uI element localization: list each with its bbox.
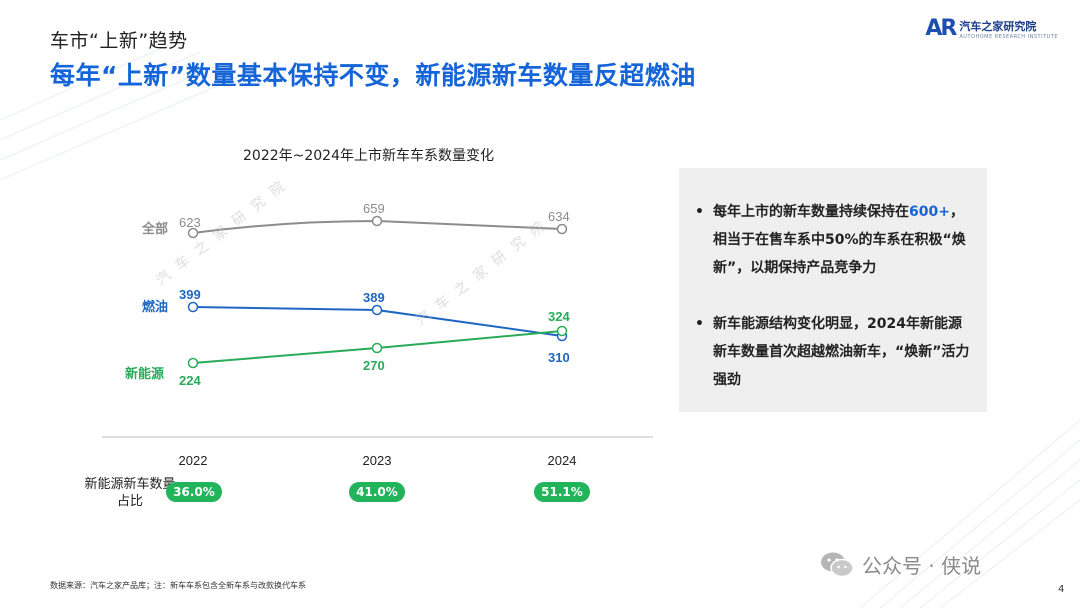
series-line-0 bbox=[192, 219, 563, 234]
bullet-dot: • bbox=[695, 316, 704, 332]
insight-bullet-2: • 新车能源结构变化明显，2024年新能源新车数量首次超越燃油新车，“焕新”活力… bbox=[693, 310, 973, 394]
bullet-dot: • bbox=[695, 204, 704, 220]
series-label-0: 全部 bbox=[141, 221, 168, 237]
ratio-pill-2024: 51.1% bbox=[534, 482, 590, 502]
data-point-2-2 bbox=[556, 325, 568, 337]
page-number: 4 bbox=[1058, 584, 1065, 595]
wechat-icon bbox=[821, 552, 854, 577]
data-label-1-2: 310 bbox=[548, 350, 570, 365]
data-label-2-0: 224 bbox=[179, 373, 201, 388]
logo-text: 汽车之家研究院 bbox=[959, 19, 1037, 33]
insight-bullet-1: • 每年上市的新车数量持续保持在600+，相当于在售车系中50%的车系在积极“焕… bbox=[693, 198, 973, 282]
data-label-0-2: 634 bbox=[548, 209, 570, 224]
data-label-2-2: 324 bbox=[548, 309, 570, 324]
chart-canvas: 2022 2023 2024 623 659 634 全部 399 389 310 燃油 224 270… bbox=[102, 201, 653, 468]
page-headline: 每年“上新”数量基本保持不变，新能源新车数量反超燃油 bbox=[50, 61, 696, 90]
highlight-number: 600+ bbox=[909, 204, 950, 220]
data-source-note: 数据来源：汽车之家产品库；注：新车车系包含全新车系与改款换代车系 bbox=[50, 581, 306, 590]
insight-box: • 每年上市的新车数量持续保持在600+，相当于在售车系中50%的车系在积极“焕… bbox=[679, 168, 987, 412]
x-tick-label-2024: 2024 bbox=[548, 453, 577, 468]
wechat-label: 公众号 · 侠说 bbox=[862, 554, 982, 578]
data-label-0-1: 659 bbox=[363, 201, 385, 216]
ratio-label: 新能源新车数量占比 bbox=[84, 477, 176, 509]
data-point-2-0 bbox=[187, 357, 199, 369]
data-label-1-1: 389 bbox=[363, 290, 385, 305]
data-label-0-0: 623 bbox=[179, 215, 201, 230]
x-tick-label-2023: 2023 bbox=[363, 453, 392, 468]
chart-title: 2022年~2024年上市新车车系数量变化 bbox=[243, 148, 494, 164]
data-point-0-2 bbox=[556, 223, 568, 235]
data-label-2-1: 270 bbox=[363, 358, 385, 373]
data-label-1-0: 399 bbox=[179, 287, 201, 302]
logo-subtext: AUTOHOME RESEARCH INSTITUTE bbox=[959, 33, 1058, 40]
data-point-0-1 bbox=[371, 215, 383, 227]
ratio-pill-2022: 36.0% bbox=[166, 482, 222, 502]
series-line-2 bbox=[192, 330, 563, 364]
logo-mark: AR bbox=[925, 16, 957, 41]
brand-logo: AR 汽车之家研究院 AUTOHOME RESEARCH INSTITUTE bbox=[925, 16, 1058, 41]
ratio-pill-2023: 41.0% bbox=[349, 482, 405, 502]
section-title: 车市“上新”趋势 bbox=[50, 30, 188, 52]
series-label-1: 燃油 bbox=[142, 299, 168, 315]
data-point-2-1 bbox=[371, 342, 383, 354]
wechat-watermark: 公众号 · 侠说 bbox=[820, 550, 981, 579]
series-label-2: 新能源 bbox=[125, 366, 164, 382]
data-point-0-0 bbox=[187, 227, 199, 239]
series-line-1 bbox=[192, 306, 563, 337]
data-point-1-0 bbox=[187, 301, 199, 313]
line-chart: 2022年~2024年上市新车车系数量变化 2022 2023 2024 623 659… bbox=[84, 148, 653, 509]
x-tick-label-2022: 2022 bbox=[179, 453, 208, 468]
data-point-1-1 bbox=[371, 304, 383, 316]
